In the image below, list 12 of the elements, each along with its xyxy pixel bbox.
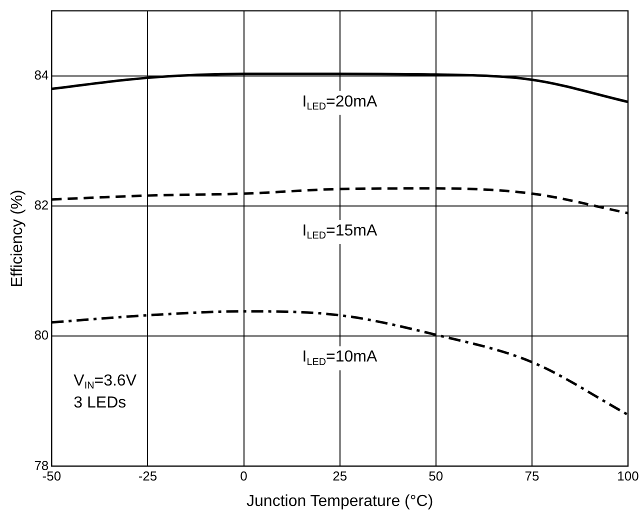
x-tick-label: 0 bbox=[240, 468, 248, 484]
y-axis-title: Efficiency (%) bbox=[9, 190, 26, 288]
x-tick-label: 75 bbox=[524, 468, 540, 484]
x-axis-title: Junction Temperature (°C) bbox=[246, 492, 434, 510]
y-tick-label: 82 bbox=[34, 198, 49, 213]
x-tick-label: -25 bbox=[138, 468, 158, 484]
x-tick-label: 100 bbox=[617, 468, 639, 484]
x-tick-label: 50 bbox=[428, 468, 444, 484]
x-tick-label: 25 bbox=[332, 468, 348, 484]
annotation: 3 LEDs bbox=[74, 394, 126, 412]
y-tick-label: 84 bbox=[34, 67, 49, 82]
y-tick-label: 80 bbox=[34, 328, 49, 343]
